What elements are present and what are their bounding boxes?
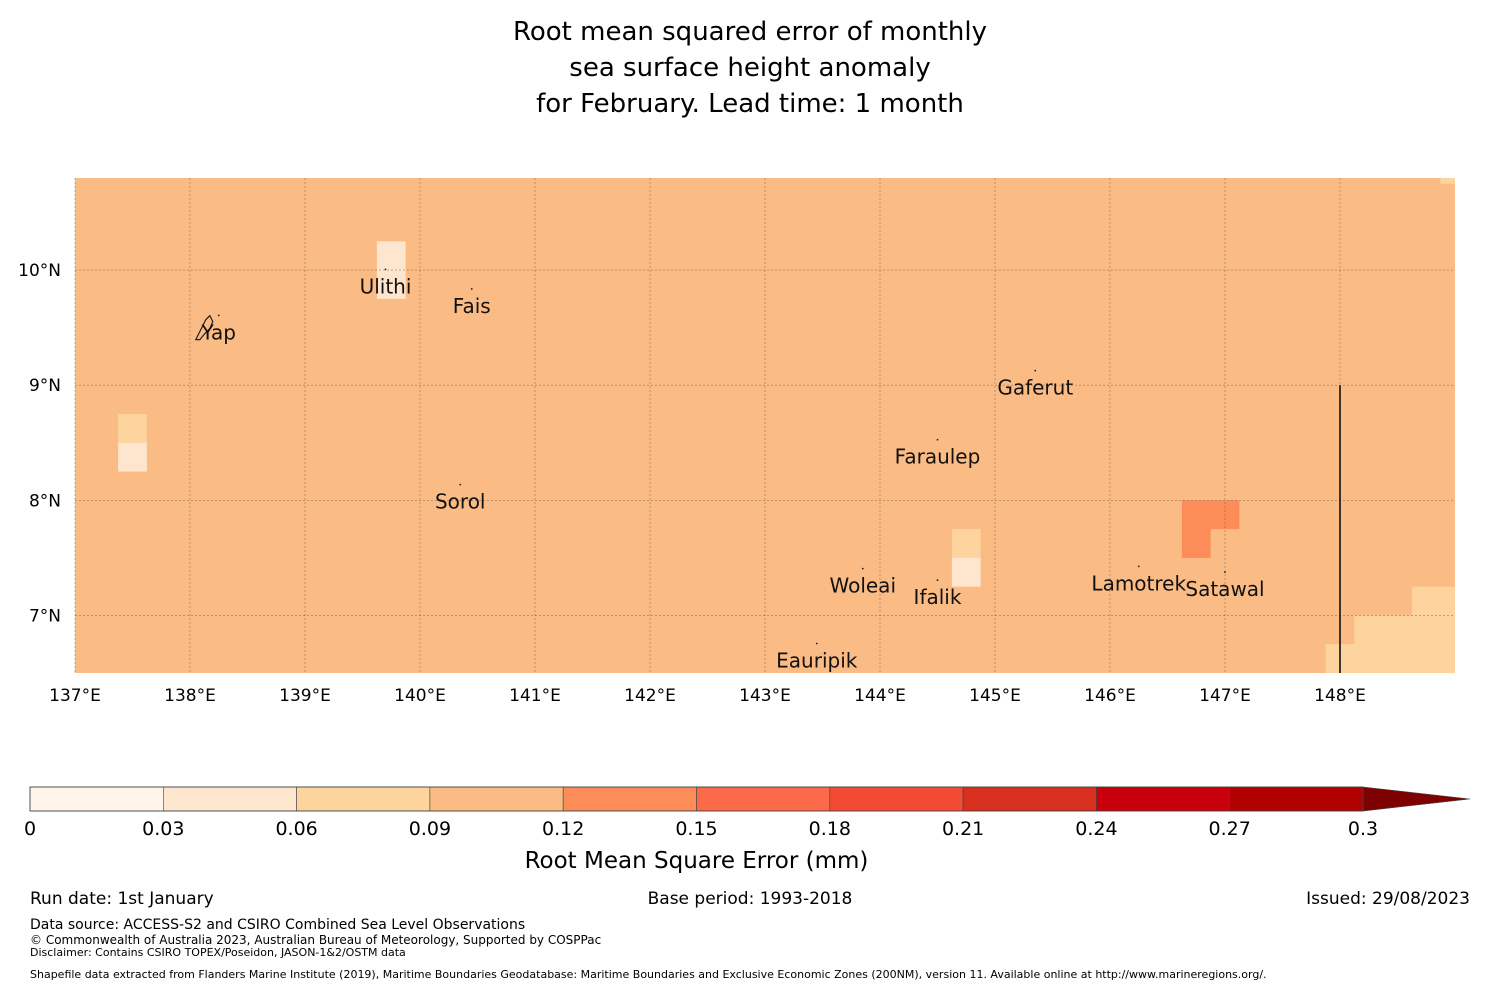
colorbar-extend-arrow xyxy=(1362,786,1471,812)
colorbar-segment xyxy=(562,786,697,812)
atoll-marker xyxy=(815,642,818,645)
data-source: Data source: ACCESS-S2 and CSIRO Combine… xyxy=(30,917,526,933)
place-label: Satawal xyxy=(1185,577,1264,601)
atoll-marker xyxy=(217,314,220,317)
longitude-tick-label: 140°E xyxy=(394,686,446,706)
colorbar-tick-label: 0.3 xyxy=(1348,818,1378,840)
map-title: Root mean squared error of monthly sea s… xyxy=(0,14,1500,122)
colorbar-segment xyxy=(163,786,297,812)
longitude-tick-label: 146°E xyxy=(1084,686,1136,706)
atoll-marker xyxy=(459,483,462,486)
longitude-tick-label: 145°E xyxy=(969,686,1021,706)
map-panel: 137°E 138°E 139°E 140°E 141°E 142°E 143°E 144°E… xyxy=(18,178,1455,706)
place-label: Yap xyxy=(201,320,236,344)
place-label: Ulithi xyxy=(360,274,412,298)
colorbar-tick-label: 0.09 xyxy=(409,818,451,840)
place-label: Woleai xyxy=(829,574,896,598)
longitude-tick-label: 144°E xyxy=(854,686,906,706)
colorbar-tick-label: 0.21 xyxy=(942,818,984,840)
atoll-marker xyxy=(384,268,387,271)
colorbar-segment xyxy=(1229,786,1364,812)
base-period: Base period: 1993-2018 xyxy=(647,889,853,909)
title-line-1: Root mean squared error of monthly xyxy=(512,17,988,47)
atoll-marker xyxy=(936,579,939,582)
title-line-3: for February. Lead time: 1 month xyxy=(536,89,964,119)
atoll-marker xyxy=(1224,571,1226,574)
colorbar-segment xyxy=(829,786,964,812)
longitude-tick-label: 148°E xyxy=(1314,686,1366,706)
atoll-marker xyxy=(1034,369,1037,372)
anomaly-cell xyxy=(1181,500,1240,530)
colorbar: 0 0.03 0.06 0.09 0.12 0.15 0.18 0.21 0.24 0.27 0.3… xyxy=(24,786,1471,874)
colorbar-segment xyxy=(29,786,164,812)
colorbar-tick-label: 0.06 xyxy=(275,818,317,840)
colorbar-tick-label: 0.24 xyxy=(1075,818,1117,840)
colorbar-tick-label: 0.18 xyxy=(809,818,851,840)
colorbar-segment xyxy=(296,786,431,812)
colorbar-tick-label: 0.12 xyxy=(542,818,584,840)
anomaly-cell xyxy=(118,442,147,472)
colorbar-label: Root Mean Square Error (mm) xyxy=(525,848,869,874)
colorbar-tick-label: 0.15 xyxy=(675,818,717,840)
place-label: Sorol xyxy=(435,490,486,514)
latitude-tick-label: 8°N xyxy=(29,491,61,511)
run-date: Run date: 1st January xyxy=(30,889,214,909)
colorbar-segment xyxy=(429,786,564,812)
atoll-marker xyxy=(861,567,864,570)
place-label: Faraulep xyxy=(895,445,981,469)
longitude-tick-label: 147°E xyxy=(1199,686,1251,706)
colorbar-segment xyxy=(1096,786,1231,812)
place-label: Gaferut xyxy=(997,376,1073,400)
colorbar-frame xyxy=(29,786,1364,812)
longitude-tick-label: 137°E xyxy=(49,686,101,706)
colorbar-segment xyxy=(696,786,831,812)
colorbar-segment xyxy=(962,786,1097,812)
longitude-tick-label: 142°E xyxy=(624,686,676,706)
copyright-notice: © Commonwealth of Australia 2023, Austra… xyxy=(30,933,602,947)
place-label: Eauripik xyxy=(776,648,858,672)
colorbar-tick-label: 0 xyxy=(24,818,36,840)
anomaly-cell xyxy=(951,557,981,587)
disclaimer: Disclaimer: Contains CSIRO TOPEX/Poseido… xyxy=(30,946,406,959)
atoll-marker xyxy=(470,288,473,290)
anomaly-cell xyxy=(951,529,981,558)
longitude-tick-label: 138°E xyxy=(164,686,216,706)
latitude-tick-label: 9°N xyxy=(29,376,61,396)
anomaly-cell xyxy=(1411,586,1455,616)
anomaly-cell xyxy=(118,413,147,443)
anomaly-cell xyxy=(1440,178,1455,184)
place-label: Ifalik xyxy=(914,585,962,609)
title-line-2: sea surface height anomaly xyxy=(569,53,931,83)
atoll-marker xyxy=(1137,565,1140,568)
anomaly-cell xyxy=(1354,615,1455,645)
yap-island-outline xyxy=(194,314,214,341)
longitude-tick-label: 141°E xyxy=(509,686,561,706)
latitude-tick-label: 7°N xyxy=(29,606,61,626)
atoll-marker xyxy=(936,438,939,441)
longitude-tick-label: 139°E xyxy=(279,686,331,706)
colorbar-tick-label: 0.03 xyxy=(142,818,184,840)
latitude-tick-label: 10°N xyxy=(18,261,61,281)
anomaly-cell xyxy=(1325,644,1455,673)
colorbar-tick-label: 0.27 xyxy=(1209,818,1251,840)
shapefile-credit: Shapefile data extracted from Flanders M… xyxy=(30,968,1267,981)
place-label: Fais xyxy=(453,294,491,318)
anomaly-cell xyxy=(1181,529,1211,558)
place-label: Lamotrek xyxy=(1091,571,1186,595)
longitude-tick-label: 143°E xyxy=(739,686,791,706)
issued-date: Issued: 29/08/2023 xyxy=(1306,889,1470,909)
